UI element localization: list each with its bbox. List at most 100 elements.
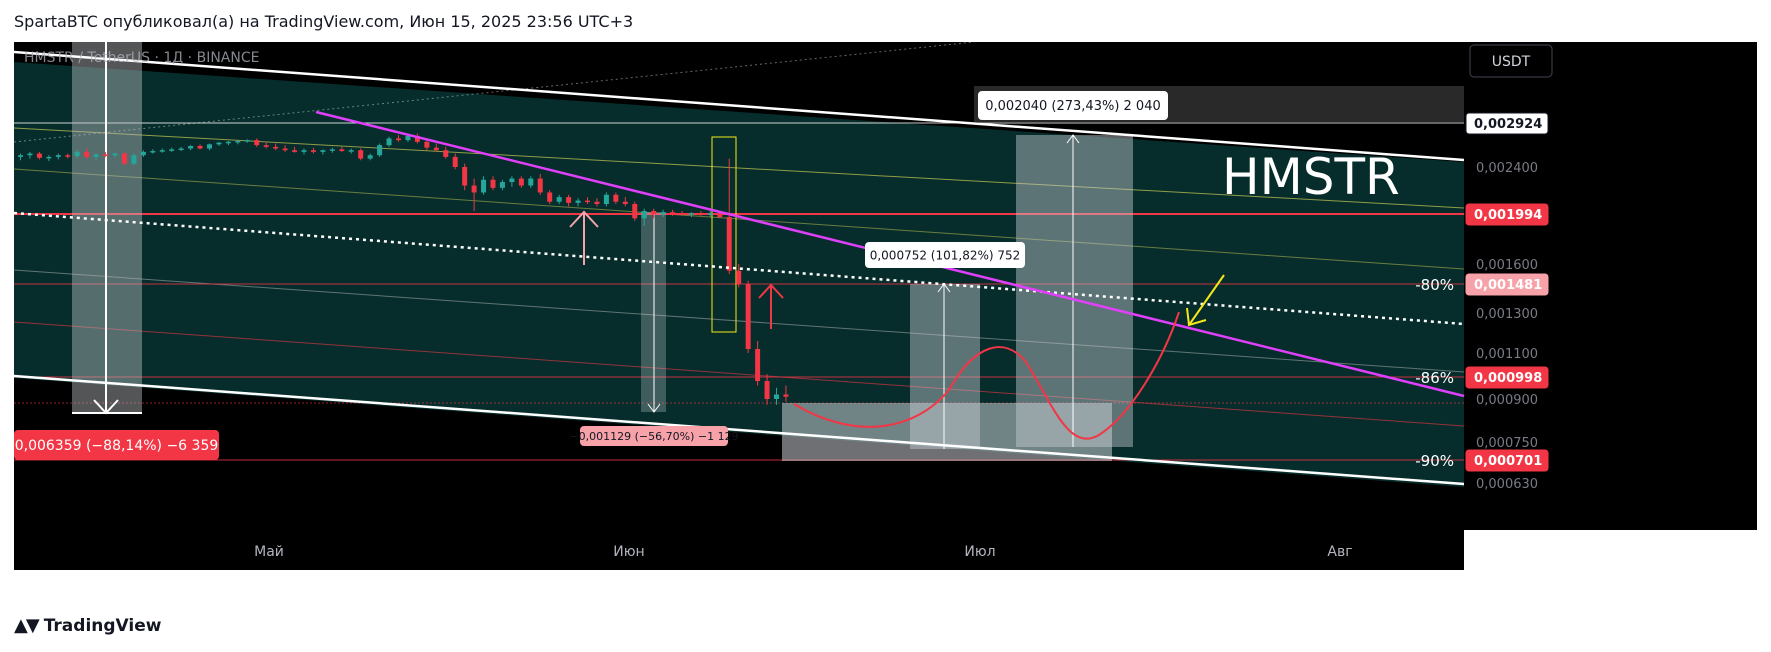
candle bbox=[726, 158, 732, 275]
candle bbox=[84, 148, 90, 159]
publisher-caption: SpartaBTC опубликовал(а) на TradingView.… bbox=[14, 12, 634, 31]
faint-dotted-line bbox=[13, 41, 975, 143]
price-label: 0,000701 bbox=[1465, 449, 1549, 472]
candle bbox=[745, 280, 751, 353]
svg-text:0,001481: 0,001481 bbox=[1474, 278, 1542, 293]
arrow-down-left-icon bbox=[1186, 274, 1225, 327]
time-axis[interactable] bbox=[14, 530, 1464, 570]
candle bbox=[112, 152, 118, 158]
candle bbox=[348, 148, 354, 154]
candle bbox=[509, 176, 515, 187]
candle bbox=[292, 146, 298, 153]
candle bbox=[18, 153, 23, 161]
x-axis-ticks: Май Июн Июл Авг bbox=[254, 544, 1352, 560]
footer-brand[interactable]: ▲▼ TradingView bbox=[14, 615, 161, 636]
candle bbox=[433, 143, 439, 152]
level-label: -90% bbox=[1415, 452, 1454, 470]
candle bbox=[414, 133, 420, 144]
candle bbox=[74, 149, 80, 158]
candle bbox=[65, 153, 71, 159]
candle bbox=[235, 140, 241, 145]
candle bbox=[377, 143, 383, 157]
candle bbox=[424, 140, 430, 151]
candle bbox=[225, 140, 231, 146]
candle bbox=[707, 210, 713, 218]
candle bbox=[679, 210, 685, 216]
y-tick-label: 0,002400 bbox=[1476, 161, 1538, 176]
price-labels: 0,002924 0,001994 0,001481 0,000998 0,000701 bbox=[1465, 112, 1549, 472]
svg-text:0,000701: 0,000701 bbox=[1474, 454, 1542, 469]
chart-container[interactable]: HMSTR / TetherUS · 1Д · BINANCE HMSTR US… bbox=[13, 41, 1757, 600]
candle bbox=[774, 387, 779, 405]
candle bbox=[103, 151, 109, 157]
price-label: 0,001994 bbox=[1465, 203, 1549, 226]
svg-text:0,006359 (−88,14%) −6 359: 0,006359 (−88,14%) −6 359 bbox=[15, 438, 219, 454]
candle bbox=[556, 194, 562, 205]
candle bbox=[55, 153, 61, 160]
measure-arrow bbox=[647, 403, 661, 413]
price-label: 0,002924 bbox=[1465, 112, 1549, 135]
candle bbox=[282, 145, 288, 152]
measure-box-bottom bbox=[782, 403, 1112, 461]
dotted-trendline[interactable] bbox=[13, 211, 1465, 326]
channel-inner-line bbox=[13, 269, 1465, 373]
candle bbox=[178, 146, 184, 152]
candle bbox=[169, 147, 175, 152]
measure-arrow bbox=[1066, 134, 1080, 144]
candle bbox=[36, 151, 42, 160]
candle bbox=[471, 178, 477, 211]
svg-text:0,000998: 0,000998 bbox=[1474, 371, 1542, 386]
candle bbox=[670, 209, 676, 216]
highlight-box bbox=[711, 136, 737, 333]
price-label: 0,000998 bbox=[1465, 366, 1549, 389]
candle bbox=[443, 146, 449, 159]
svg-text:−0,001129 (−56,70%) −1 129: −0,001129 (−56,70%) −1 129 bbox=[569, 430, 738, 443]
candle bbox=[197, 144, 203, 150]
tradingview-logo-icon: ▲▼ bbox=[14, 615, 40, 636]
channel-inner-line bbox=[13, 321, 1465, 427]
chart-svg[interactable]: HMSTR / TetherUS · 1Д · BINANCE HMSTR US… bbox=[13, 41, 1757, 600]
y-tick-label: 0,000750 bbox=[1476, 436, 1538, 451]
measurement-labels: 0,002040 (273,43%) 2 040 0,000752 (101,82… bbox=[14, 91, 1168, 460]
candle bbox=[396, 135, 401, 142]
candle bbox=[528, 176, 534, 188]
candle bbox=[594, 198, 600, 207]
candle bbox=[613, 192, 619, 205]
candle bbox=[301, 148, 307, 155]
channel-lower-line[interactable] bbox=[13, 374, 1465, 486]
candle bbox=[121, 151, 127, 166]
arrow-up-icon bbox=[569, 210, 599, 265]
candle bbox=[499, 179, 505, 191]
candles-group bbox=[18, 133, 789, 405]
candle bbox=[244, 139, 250, 143]
candle bbox=[736, 264, 742, 288]
currency-button[interactable]: USDT bbox=[1469, 44, 1553, 78]
candle bbox=[263, 141, 269, 149]
measurement-label: 0,000752 (101,82%) 752 bbox=[865, 242, 1025, 268]
measure-arrow bbox=[93, 399, 119, 415]
candle bbox=[603, 192, 609, 207]
measurement-label: 0,002040 (273,43%) 2 040 bbox=[978, 91, 1168, 120]
candle bbox=[207, 143, 212, 151]
svg-text:0,002924: 0,002924 bbox=[1474, 117, 1542, 132]
candle bbox=[585, 197, 590, 205]
candle bbox=[481, 176, 487, 195]
channel-upper-line[interactable] bbox=[13, 50, 1465, 162]
candle bbox=[358, 148, 364, 161]
candle bbox=[575, 198, 581, 207]
channel-inner-line bbox=[13, 168, 1465, 270]
candle bbox=[320, 149, 326, 155]
svg-text:0,001994: 0,001994 bbox=[1474, 208, 1542, 223]
candle bbox=[329, 147, 335, 153]
level-label: -86% bbox=[1415, 369, 1454, 387]
candle bbox=[641, 208, 647, 226]
measure-box-mid bbox=[910, 284, 980, 449]
y-tick-label: 0,001600 bbox=[1476, 258, 1538, 273]
candle bbox=[339, 146, 345, 152]
brand-name: TradingView bbox=[43, 615, 162, 636]
arrow-up-icon bbox=[758, 283, 784, 329]
candle bbox=[764, 374, 770, 405]
currency-button-label: USDT bbox=[1492, 54, 1531, 70]
candle bbox=[216, 141, 222, 147]
candle bbox=[698, 210, 704, 216]
